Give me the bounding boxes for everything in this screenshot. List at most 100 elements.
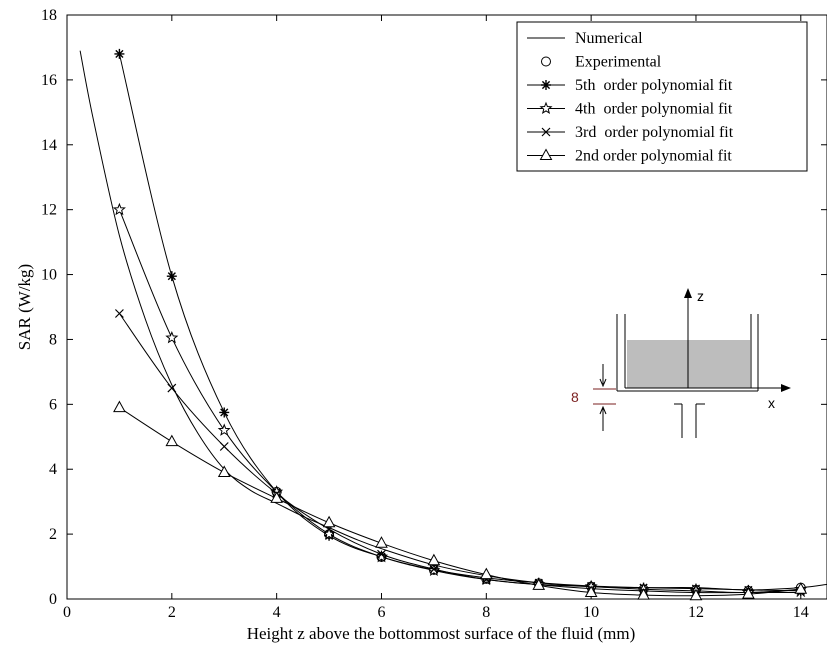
inset-dim-arrowhead-top xyxy=(599,378,607,388)
marker-triangle xyxy=(427,553,441,566)
legend-label: Numerical xyxy=(575,30,643,47)
y-tick-label: 12 xyxy=(41,202,57,219)
marker-star xyxy=(217,423,231,436)
legend-item: 5th order polynomial fit xyxy=(527,77,733,94)
marker-asterisk xyxy=(114,48,125,59)
data-point xyxy=(742,587,755,599)
data-point xyxy=(794,582,808,594)
marker-triangle xyxy=(322,515,336,528)
marker-asterisk xyxy=(219,407,230,418)
y-tick-label: 8 xyxy=(49,331,57,348)
legend-label: 2nd order polynomial fit xyxy=(575,148,732,165)
marker-circle xyxy=(541,56,551,67)
marker-triangle xyxy=(539,148,553,160)
data-point xyxy=(165,330,179,344)
marker-triangle xyxy=(742,587,755,599)
data-point xyxy=(217,465,231,477)
x-tick-label: 14 xyxy=(793,604,809,621)
marker-x xyxy=(377,549,386,559)
legend: Numerical Experimental 5th order polynomia… xyxy=(516,21,808,172)
data-point xyxy=(427,553,441,566)
marker-x xyxy=(167,383,177,393)
data-point xyxy=(689,588,703,601)
y-tick-label: 14 xyxy=(41,137,57,154)
marker-triangle xyxy=(375,536,388,548)
x-tick-label: 2 xyxy=(168,604,176,621)
marker-asterisk xyxy=(166,271,177,282)
plot-border xyxy=(66,14,827,600)
y-tick-label: 2 xyxy=(49,526,57,543)
marker-triangle xyxy=(479,567,493,580)
data-point xyxy=(165,434,179,447)
y-tick-label: 0 xyxy=(49,591,57,608)
data-point xyxy=(375,536,388,548)
data-point xyxy=(637,588,650,600)
marker-star xyxy=(374,549,388,563)
marker-triangle xyxy=(113,400,126,413)
marker-x xyxy=(429,564,439,574)
data-point xyxy=(377,549,386,559)
data-point xyxy=(429,564,439,574)
data-point xyxy=(374,549,388,563)
x-tick-label: 0 xyxy=(63,604,71,621)
marker-triangle xyxy=(270,491,284,503)
legend-box xyxy=(516,21,808,172)
y-tick-label: 16 xyxy=(41,72,57,89)
series-star xyxy=(112,202,808,599)
marker-triangle xyxy=(532,578,546,590)
marker-star xyxy=(165,330,179,344)
x-tick-label: 4 xyxy=(273,604,281,621)
data-point xyxy=(114,309,124,318)
legend-item: 2nd order polynomial fit xyxy=(527,148,732,165)
marker-asterisk xyxy=(541,80,551,90)
data-point xyxy=(219,442,229,451)
marker-x xyxy=(114,309,124,318)
marker-triangle xyxy=(584,585,598,598)
marker-x xyxy=(541,127,551,137)
legend-label: Experimental xyxy=(575,54,662,71)
series-line xyxy=(119,407,801,597)
series-layer xyxy=(79,48,827,601)
data-point xyxy=(322,515,336,528)
y-tick-label: 4 xyxy=(49,461,57,478)
inset-diagram: z x 8 xyxy=(571,288,791,438)
legend-item: Experimental xyxy=(541,54,662,71)
legend-marker xyxy=(539,101,553,115)
series-triangle xyxy=(113,400,808,601)
axis-ticks: 0 2 4 6 8 10 12 14 0 2 4 6 8 10 12 14 16 18 xyxy=(41,7,827,621)
legend-marker xyxy=(541,56,551,67)
inset-dim-label: 8 xyxy=(571,389,579,405)
marker-triangle xyxy=(165,434,179,447)
legend-item: 3rd order polynomial fit xyxy=(527,124,734,141)
inset-dim-arrowhead-bottom xyxy=(599,405,607,415)
data-point xyxy=(322,527,336,540)
data-point xyxy=(479,567,493,580)
y-axis-label: SAR (W/kg) xyxy=(15,264,34,350)
legend-label: 4th order polynomial fit xyxy=(575,101,733,118)
data-point xyxy=(166,271,177,282)
y-tick-label: 10 xyxy=(41,267,57,284)
data-point xyxy=(167,383,177,393)
data-point xyxy=(270,491,284,503)
inset-z-label: z xyxy=(697,288,704,304)
legend-item: Numerical xyxy=(527,30,643,47)
x-tick-label: 12 xyxy=(688,604,704,621)
plot-area xyxy=(66,14,827,600)
inset-x-arrowhead xyxy=(781,384,791,392)
legend-marker xyxy=(539,148,553,160)
legend-item: 4th order polynomial fit xyxy=(527,101,733,118)
inset-z-arrowhead xyxy=(684,288,692,298)
data-point xyxy=(112,202,126,216)
marker-x xyxy=(219,442,229,451)
y-tick-label: 6 xyxy=(49,396,57,413)
x-tick-label: 6 xyxy=(377,604,385,621)
data-point xyxy=(113,400,126,413)
marker-triangle xyxy=(794,582,808,594)
marker-triangle xyxy=(217,465,231,477)
data-point xyxy=(114,48,125,59)
legend-marker xyxy=(541,80,551,90)
marker-star xyxy=(539,101,553,115)
marker-star xyxy=(112,202,126,216)
series-line xyxy=(118,209,801,594)
